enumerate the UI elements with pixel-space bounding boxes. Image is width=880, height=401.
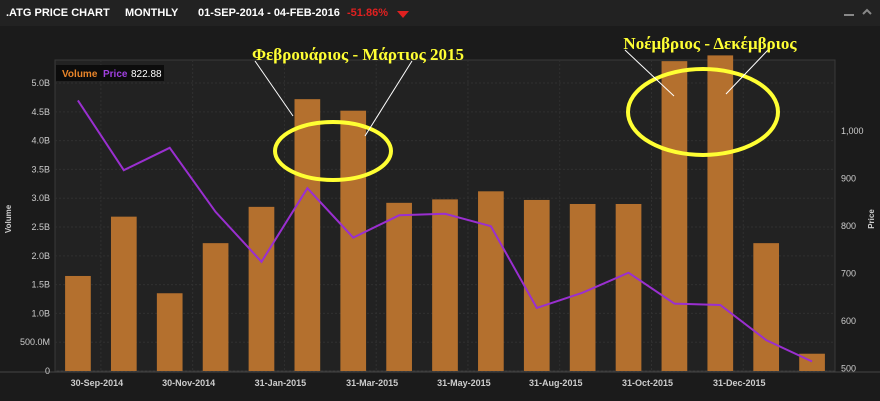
price-tick-label: 700 <box>841 269 856 279</box>
date-range[interactable]: 01-SEP-2014 - 04-FEB-2016 <box>198 7 340 19</box>
volume-axis-ticks: 0 500.0M 1.0B 1.5B 2.0B 2.5B 3.0B 3.5B 4.0B 4.5B 5… <box>20 78 50 376</box>
volume-bar <box>386 202 412 371</box>
price-tick-label: 500 <box>841 364 856 374</box>
volume-tick-label: 1.0B <box>31 308 50 318</box>
collapse-chevron-icon[interactable] <box>860 5 874 19</box>
x-tick-label: 31-May-2015 <box>437 378 491 388</box>
volume-tick-label: 1.5B <box>31 280 50 290</box>
price-axis-ticks: 500 600 700 800 900 1,000 <box>841 126 864 373</box>
volume-bar <box>569 203 596 371</box>
volume-bar <box>110 216 137 371</box>
annotation-nov-dec: Νοέμβριος - Δεκέμβριος <box>623 34 797 53</box>
chart-legend: Volume Price 822.88 <box>56 65 164 81</box>
volume-bar <box>753 243 780 371</box>
x-tick-label: 31-Dec-2015 <box>713 378 766 388</box>
price-tick-label: 900 <box>841 174 856 184</box>
volume-axis-label: Volume <box>4 204 13 233</box>
volume-tick-label: 4.0B <box>31 136 50 146</box>
volume-bar <box>294 99 321 371</box>
volume-bar <box>202 243 229 371</box>
volume-bar <box>478 191 504 371</box>
price-line <box>77 99 813 363</box>
volume-bar <box>615 203 642 371</box>
volume-tick-label: 5.0B <box>31 78 50 88</box>
volume-tick-label: 500.0M <box>20 337 50 347</box>
annotation-ellipse <box>626 67 780 157</box>
price-tick-label: 1,000 <box>841 126 864 136</box>
volume-bar <box>65 275 91 371</box>
x-tick-label: 31-Oct-2015 <box>622 378 673 388</box>
legend-price: Price <box>103 69 128 80</box>
symbol-label: .ATG PRICE CHART <box>6 7 110 19</box>
x-tick-label: 31-Jan-2015 <box>255 378 307 388</box>
legend-price-value: 822.88 <box>131 69 162 80</box>
x-tick-label: 30-Nov-2014 <box>162 378 215 388</box>
annotation-ellipse <box>273 120 393 182</box>
legend-volume: Volume <box>62 69 98 80</box>
price-axis-label: Price <box>867 209 876 229</box>
chart-header: .ATG PRICE CHART MONTHLY 01-SEP-2014 - 0… <box>0 0 880 27</box>
volume-bar <box>248 206 275 371</box>
volume-bar <box>523 199 550 371</box>
volume-tick-label: 3.5B <box>31 164 50 174</box>
price-volume-chart: 0 500.0M 1.0B 1.5B 2.0B 2.5B 3.0B 3.5B 4.0B 4.5B 5… <box>0 26 880 401</box>
volume-bars <box>65 55 825 372</box>
volume-bar <box>707 55 734 372</box>
volume-bar <box>156 293 183 371</box>
interval-selector[interactable]: MONTHLY <box>125 7 179 19</box>
minimize-icon[interactable] <box>842 5 856 19</box>
annotation-feb-mar-2015: Φεβρουάριος - Μάρτιος 2015 <box>252 45 464 64</box>
volume-tick-label: 4.5B <box>31 107 50 117</box>
change-percent: -51.86% <box>347 7 388 19</box>
x-axis-ticks: 30-Sep-2014 30-Nov-2014 31-Jan-2015 31-Mar-… <box>71 378 766 388</box>
down-arrow-icon <box>397 11 409 18</box>
x-tick-label: 31-Mar-2015 <box>346 378 398 388</box>
volume-bar <box>340 110 367 371</box>
x-tick-label: 31-Aug-2015 <box>529 378 583 388</box>
volume-bar <box>661 61 688 371</box>
x-tick-label: 30-Sep-2014 <box>71 378 124 388</box>
annotations: Φεβρουάριος - Μάρτιος 2015 Νοέμβριος - Δ… <box>252 34 797 182</box>
volume-bar <box>432 199 458 371</box>
volume-tick-label: 0 <box>45 366 50 376</box>
volume-tick-label: 2.5B <box>31 222 50 232</box>
price-tick-label: 600 <box>841 316 856 326</box>
price-tick-label: 800 <box>841 221 856 231</box>
volume-tick-label: 2.0B <box>31 251 50 261</box>
volume-tick-label: 3.0B <box>31 193 50 203</box>
